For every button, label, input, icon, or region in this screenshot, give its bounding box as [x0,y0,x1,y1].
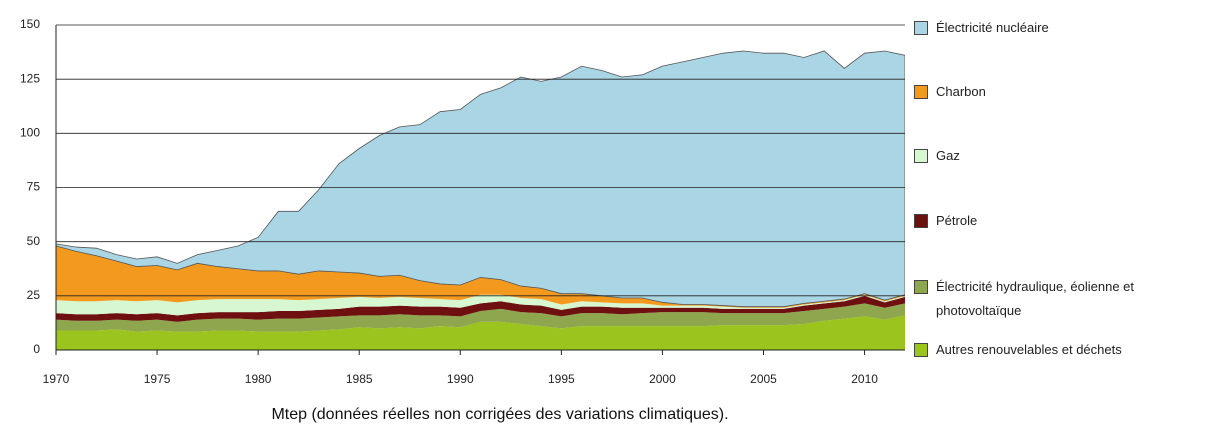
legend-item: Gaz [912,144,1192,168]
legend-label: Électricité hydraulique, éolienne et pho… [936,279,1135,318]
x-tick-label: 1995 [548,372,575,386]
area [56,295,905,322]
legend-label: Électricité nucléaire [936,20,1049,35]
legend-swatch [914,280,928,294]
area [56,303,905,332]
y-tick-label: 50 [27,234,41,248]
legend-label: Gaz [936,148,960,163]
legend-item: Électricité nucléaire [912,16,1192,40]
legend-label: Pétrole [936,213,978,228]
area [56,246,905,308]
legend-item: Électricité hydraulique, éolienne et pho… [912,275,1192,323]
legend-item: Charbon [912,80,1192,104]
legend-swatch [914,85,928,99]
legend-swatch [914,21,928,35]
x-tick-label: 1985 [346,372,373,386]
legend-item: Pétrole [912,209,1192,233]
x-tick-label: 1990 [447,372,474,386]
caption: Mtep (données réelles non corrigées des … [271,406,729,423]
area [56,315,905,350]
legend-label: Charbon [936,84,986,99]
legend-swatch [914,149,928,163]
y-tick-label: 25 [27,288,41,302]
area [56,294,905,316]
x-tick-label: 2005 [750,372,777,386]
x-tick-label: 1980 [245,372,272,386]
chart: 0 25 50 75 100 125 150 1970 1975 1980 1985 1990 1995… [20,17,905,386]
legend-swatch [914,214,928,228]
area [55,50,905,308]
x-tick-label: 1975 [144,372,171,386]
x-tick-label: 2010 [851,372,878,386]
y-tick-label: 75 [27,180,41,194]
y-tick-label: 125 [20,71,40,85]
y-tick-label: 100 [20,126,40,140]
x-tick-label: 2000 [649,372,676,386]
x-tick-label: 1970 [43,372,70,386]
y-tick-label: 0 [33,342,40,356]
legend-label: Autres renouvelables et déchets [936,342,1122,357]
legend-swatch [914,343,928,357]
legend-item: Autres renouvelables et déchets [912,338,1192,362]
legend: Autres renouvelables et déchets Électrici… [912,0,1202,380]
y-tick-label: 150 [20,17,40,31]
